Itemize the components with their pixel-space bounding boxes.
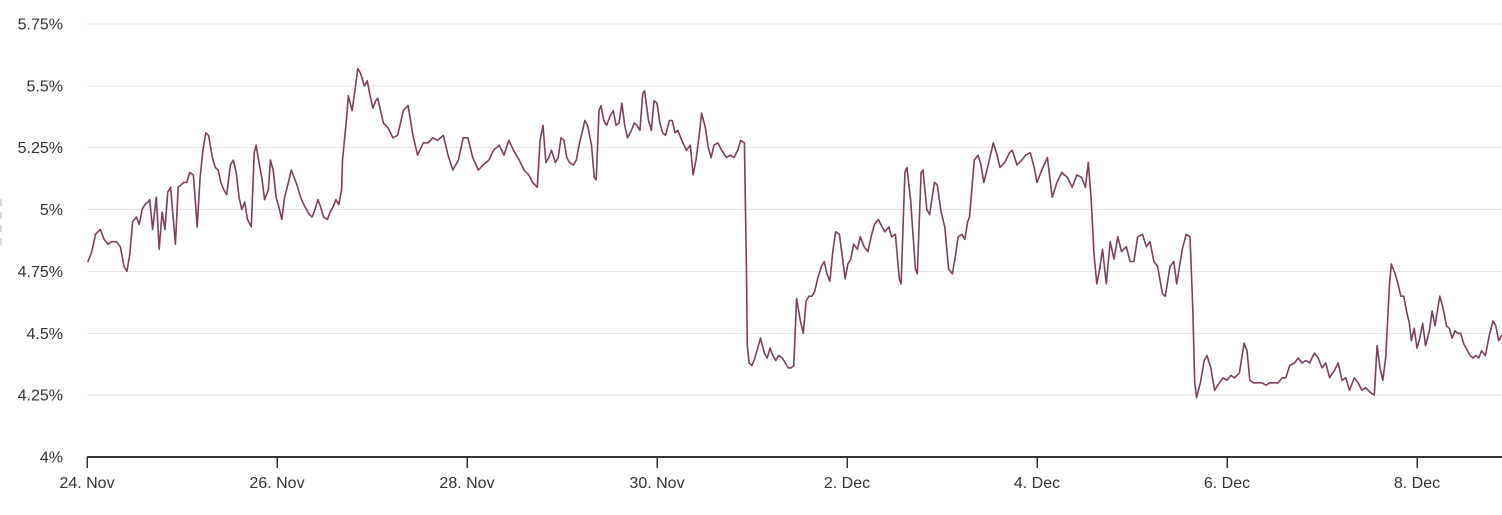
y-tick-label: 5.5% [27,78,63,95]
x-tick-label: 2. Dec [824,475,870,492]
y-tick-label: 4.5% [27,326,63,343]
y-tick-label: 5.25% [18,140,63,157]
y-tick-label: 4.25% [18,388,63,405]
y-axis-title-fragment [0,212,2,219]
y-axis-labels: 4% 4.25% 4.5% 4.75% 5% 5.25% 5.5% 5.75% [18,16,63,466]
x-axis [86,456,1502,468]
x-tick-label: 4. Dec [1014,475,1060,492]
y-tick-label: 4% [40,450,63,467]
x-tick-label: 30. Nov [629,475,684,492]
series-line [87,67,1502,399]
y-axis-title-clipped [0,199,2,245]
y-tick-label: 4.75% [18,264,63,281]
x-tick-label: 6. Dec [1204,475,1250,492]
x-tick-label: 8. Dec [1394,475,1440,492]
y-axis-title-fragment [0,199,2,206]
y-tick-label: 5.75% [18,16,63,33]
y-axis-title-fragment [0,225,2,232]
x-tick-label: 28. Nov [439,475,494,492]
gridlines [87,23,1502,396]
x-tick-label: 24. Nov [59,475,114,492]
series-path-rate [87,67,1502,399]
x-tick-label: 26. Nov [249,475,304,492]
x-axis-labels: 24. Nov 26. Nov 28. Nov 30. Nov 2. Dec 4. Dec… [59,475,1440,492]
y-axis-title-fragment [0,238,2,245]
y-tick-label: 5% [40,202,63,219]
